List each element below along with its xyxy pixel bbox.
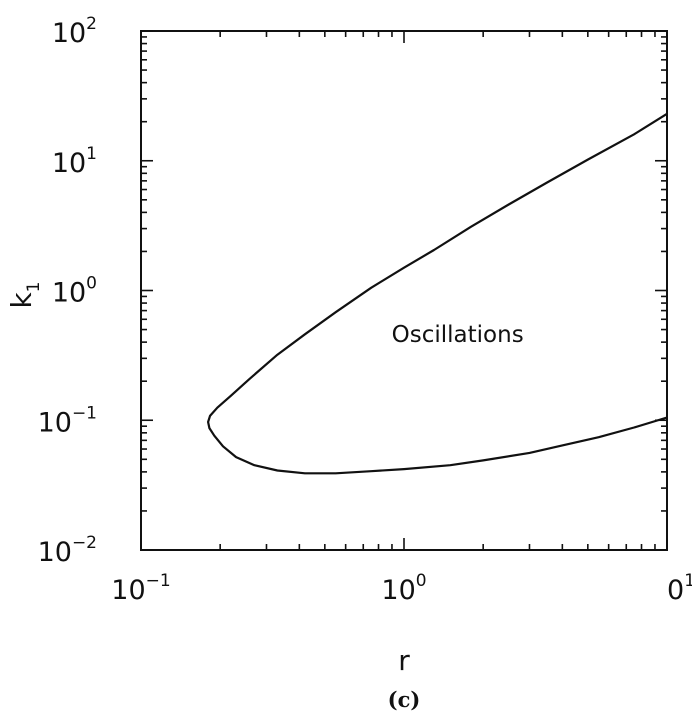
tick-labels: 10−1 100 01 10−2 10−1 100 101 102 [38, 14, 692, 606]
plot-frame [140, 30, 668, 551]
y-tick-label: 101 [52, 144, 97, 179]
y-tick-label: 10−1 [38, 403, 97, 438]
y-tick-label: 100 [52, 274, 97, 309]
axis-ticks [140, 30, 668, 551]
y-tick-label: 102 [52, 14, 97, 49]
x-tick-label: 100 [381, 571, 426, 606]
boundary-curve [207, 112, 668, 475]
x-tick-label: 01 [667, 571, 692, 606]
y-axis-label: k1 [5, 281, 44, 308]
y-tick-label: 10−2 [38, 533, 97, 568]
x-axis-label: r [398, 644, 410, 677]
x-tick-label: 10−1 [111, 571, 170, 606]
figure-caption: (c) [388, 687, 421, 712]
annotation-oscillations: Oscillations [392, 322, 524, 348]
